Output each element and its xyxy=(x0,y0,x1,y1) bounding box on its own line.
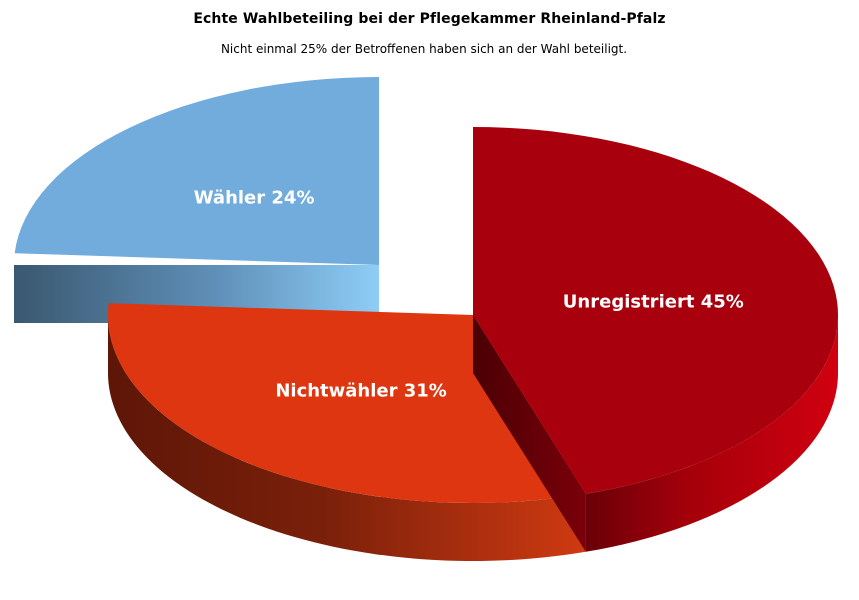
chart-title: Echte Wahlbeteiling bei der Pflegekammer… xyxy=(193,11,666,27)
slice-label-nichtwhler: Nichtwähler 31% xyxy=(275,380,447,401)
pie-slice-top xyxy=(14,76,379,265)
pie-slice-side xyxy=(108,315,586,562)
pie-slice-side xyxy=(585,315,838,552)
pie-slice-unregistriert xyxy=(473,127,839,552)
pie-slice-side xyxy=(14,265,379,323)
pie-slice-nichtwhler xyxy=(107,303,586,562)
pie-slice-cut-face xyxy=(473,315,586,552)
slice-label-unregistriert: Unregistriert 45% xyxy=(563,291,744,312)
pie-slice-top xyxy=(107,303,586,504)
slice-label-whler: Wähler 24% xyxy=(194,188,315,209)
pie-slice-whler xyxy=(14,76,379,323)
pie-slice-top xyxy=(473,127,839,494)
chart-subtitle: Nicht einmal 25% der Betroffenen haben s… xyxy=(220,42,628,56)
